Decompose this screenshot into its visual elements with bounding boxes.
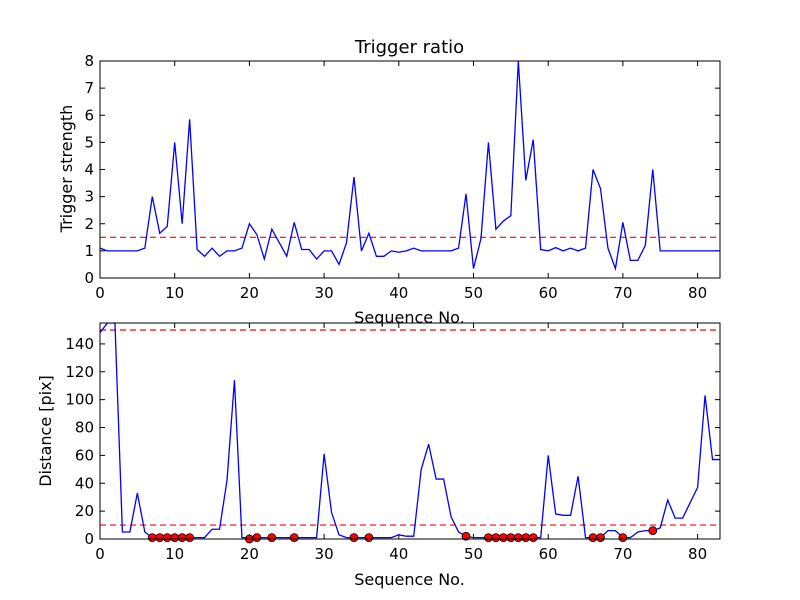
- data-point: [349, 533, 359, 543]
- y-tick-label: 60: [75, 446, 94, 464]
- x-tick-label: 70: [613, 284, 632, 302]
- series-group: [100, 61, 720, 272]
- y-tick-label: 2: [84, 215, 94, 233]
- data-point: [147, 533, 157, 543]
- x-axis-label: Sequence No.: [354, 570, 465, 589]
- data-point: [528, 533, 538, 543]
- series-line: [100, 61, 720, 272]
- y-tick-label: 20: [75, 502, 94, 520]
- marker-group: [147, 526, 658, 544]
- data-point: [185, 533, 195, 543]
- threshold-lines: [100, 329, 720, 526]
- data-point: [162, 533, 172, 543]
- x-tick-label: 40: [389, 284, 408, 302]
- y-tick-label: 6: [84, 106, 94, 124]
- data-point: [521, 533, 531, 543]
- data-point: [596, 533, 605, 543]
- x-tick-label: 10: [165, 284, 184, 302]
- x-axis-label: Sequence No.: [354, 308, 465, 327]
- data-point: [267, 533, 277, 543]
- y-tick-label: 0: [84, 530, 94, 548]
- y-tick-label: 80: [75, 419, 94, 437]
- y-axis-label: Distance [pix]: [36, 375, 55, 487]
- data-point: [364, 533, 374, 543]
- data-point: [618, 533, 628, 543]
- y-tick-label: 0: [84, 269, 94, 287]
- y-tick-label: 140: [65, 335, 94, 353]
- y-axis-label: Trigger strength: [57, 105, 76, 234]
- data-point: [177, 533, 187, 543]
- trigger-ratio-chart: Trigger ratio Trigger strength Sequence …: [57, 37, 721, 327]
- data-point: [252, 533, 262, 543]
- y-tick-label: 3: [84, 188, 94, 206]
- axis-ticks: 0 10 20 30 40 50 60 70 80 0 20 40 60 80 100 120 140: [65, 323, 720, 563]
- y-tick-label: 120: [65, 363, 94, 381]
- x-tick-label: 20: [240, 545, 259, 563]
- x-tick-label: 70: [613, 545, 632, 563]
- series-group: [100, 323, 720, 539]
- data-point: [484, 533, 493, 543]
- y-tick-label: 1: [84, 242, 94, 260]
- data-point: [170, 533, 180, 543]
- x-tick-label: 40: [389, 545, 408, 563]
- data-point: [155, 533, 165, 543]
- data-point: [461, 531, 471, 541]
- y-tick-label: 7: [84, 79, 94, 97]
- chart-title: Trigger ratio: [354, 37, 464, 58]
- y-tick-label: 100: [65, 391, 94, 409]
- y-tick-label: 5: [84, 133, 94, 151]
- data-point: [289, 533, 299, 543]
- x-tick-label: 60: [539, 545, 558, 563]
- data-point: [648, 526, 658, 536]
- data-point: [588, 533, 598, 543]
- data-point: [498, 533, 508, 543]
- x-tick-label: 0: [95, 545, 105, 563]
- y-tick-label: 8: [84, 52, 94, 70]
- x-tick-label: 50: [464, 545, 483, 563]
- x-tick-label: 30: [315, 545, 334, 563]
- y-tick-label: 4: [84, 161, 94, 179]
- x-tick-label: 50: [464, 284, 483, 302]
- plot-frame: [99, 60, 721, 279]
- x-tick-label: 80: [688, 545, 707, 563]
- distance-chart: Distance [pix] Sequence No. 0 10 20 30 40 50 6…: [36, 322, 721, 589]
- data-point: [506, 533, 516, 543]
- x-tick-label: 80: [688, 284, 707, 302]
- x-tick-label: 20: [240, 284, 259, 302]
- y-tick-label: 40: [75, 474, 94, 492]
- x-tick-label: 0: [95, 284, 105, 302]
- x-tick-label: 60: [539, 284, 558, 302]
- axis-ticks: 0 10 20 30 40 50 60 70 80 0 1 2 3 4 5 6 7 8: [84, 52, 720, 302]
- data-point: [513, 533, 523, 543]
- series-line: [100, 323, 720, 539]
- x-tick-label: 30: [315, 284, 334, 302]
- x-tick-label: 10: [165, 545, 184, 563]
- data-point: [491, 533, 501, 543]
- plot-frame: [99, 322, 721, 540]
